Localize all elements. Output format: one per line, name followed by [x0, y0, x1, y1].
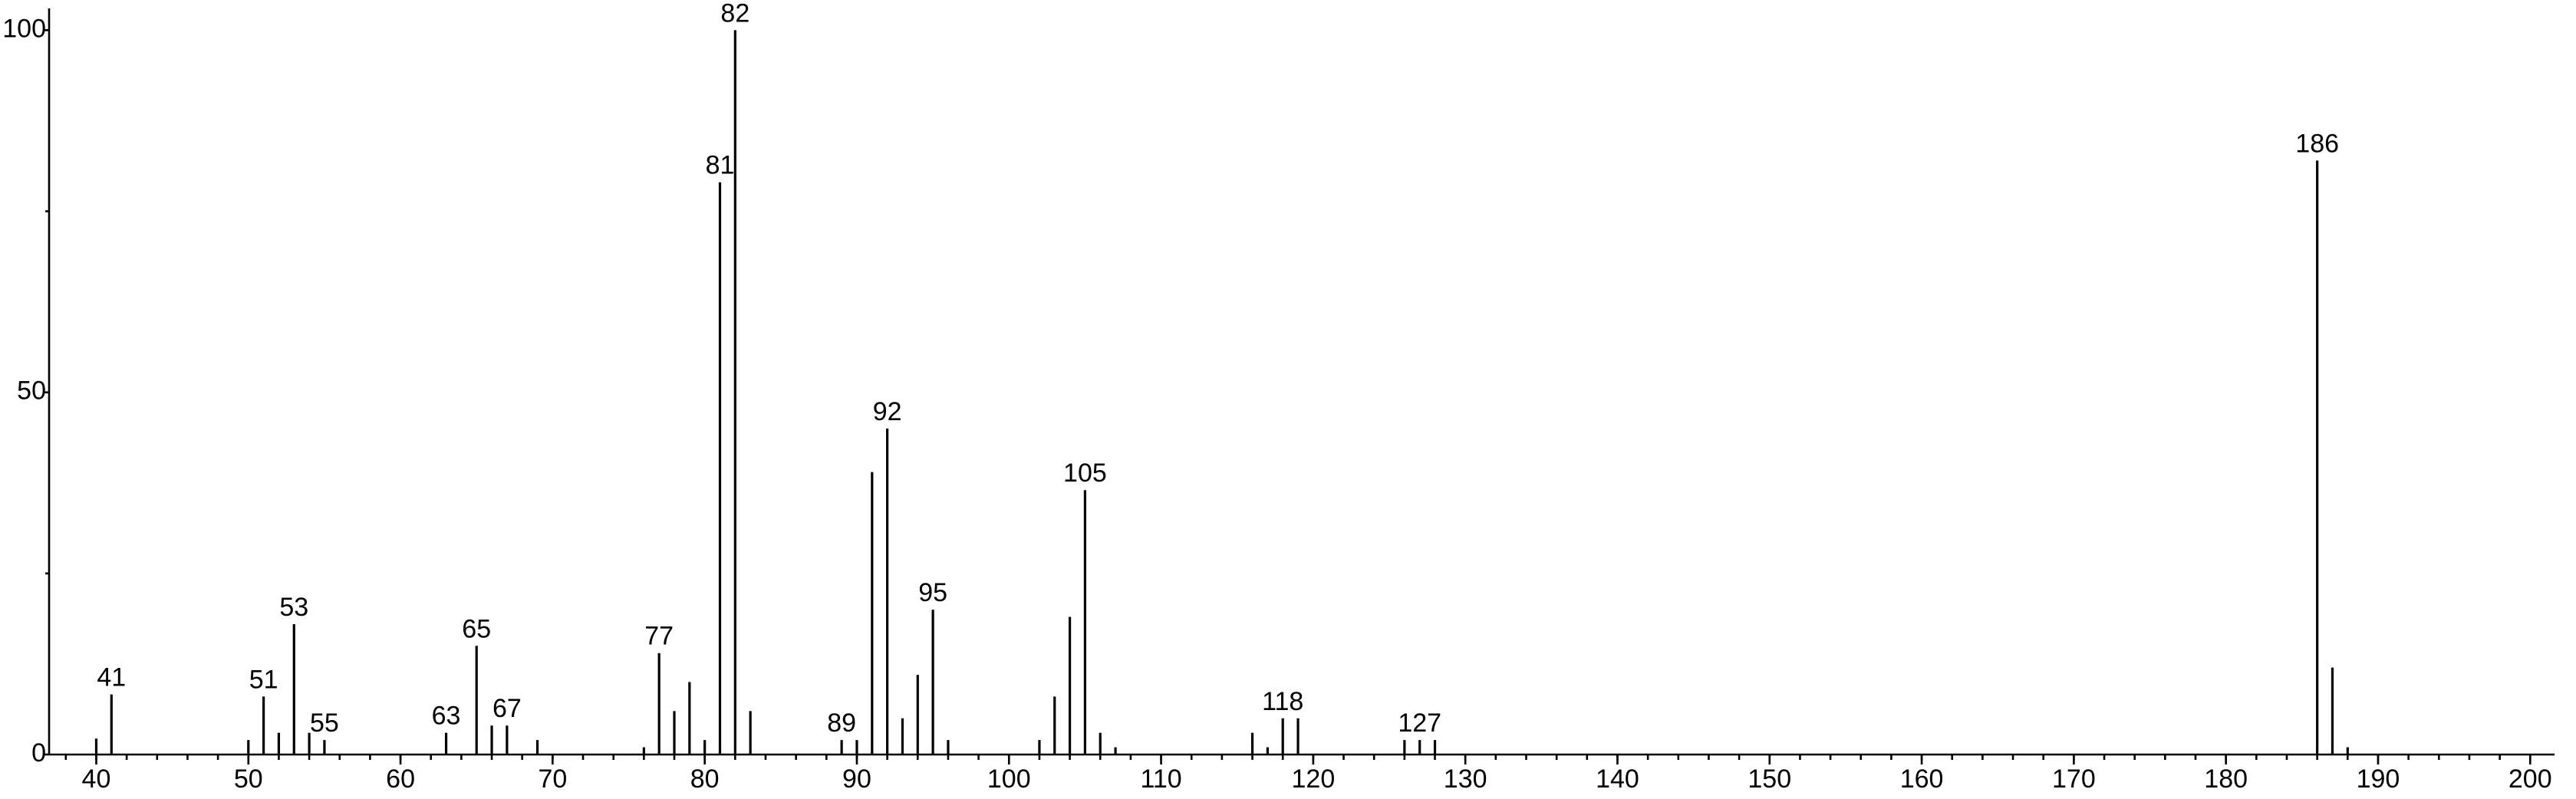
x-tick-label: 80 [690, 764, 720, 794]
x-tick-label: 140 [1596, 764, 1639, 794]
peak-label: 186 [2295, 129, 2339, 158]
peak-label: 89 [827, 709, 856, 738]
x-tick-label: 160 [1900, 764, 1944, 794]
x-tick-label: 100 [987, 764, 1031, 794]
peak-label: 53 [279, 593, 308, 622]
x-tick-label: 150 [1748, 764, 1791, 794]
y-tick-label: 0 [31, 738, 46, 768]
x-tick-label: 110 [1140, 764, 1181, 794]
x-tick-label: 120 [1292, 764, 1336, 794]
y-tick-label: 100 [2, 14, 46, 43]
peak-label: 127 [1398, 709, 1441, 738]
y-tick-label: 50 [17, 376, 46, 406]
peak-label: 55 [310, 709, 339, 738]
x-tick-label: 40 [82, 764, 111, 794]
x-tick-label: 180 [2204, 764, 2248, 794]
peak-label: 105 [1063, 459, 1107, 488]
x-tick-label: 60 [386, 764, 415, 794]
x-tick-label: 130 [1444, 764, 1487, 794]
peak-label: 63 [432, 702, 461, 731]
x-tick-label: 170 [2052, 764, 2096, 794]
peak-label: 95 [918, 578, 947, 607]
peak-label: 67 [492, 694, 522, 723]
x-tick-label: 190 [2357, 764, 2400, 794]
peak-label: 81 [706, 151, 735, 180]
peak-label: 82 [720, 0, 749, 28]
peak-label: 65 [462, 614, 491, 643]
x-tick-label: 70 [538, 764, 567, 794]
peak-label: 92 [873, 397, 902, 426]
peak-label: 118 [1262, 687, 1303, 716]
peak-label: 41 [97, 663, 126, 692]
peak-label: 51 [249, 665, 278, 694]
x-tick-label: 90 [842, 764, 871, 794]
x-tick-label: 200 [2508, 764, 2552, 794]
x-tick-label: 50 [234, 764, 263, 794]
peak-label: 77 [644, 622, 674, 651]
